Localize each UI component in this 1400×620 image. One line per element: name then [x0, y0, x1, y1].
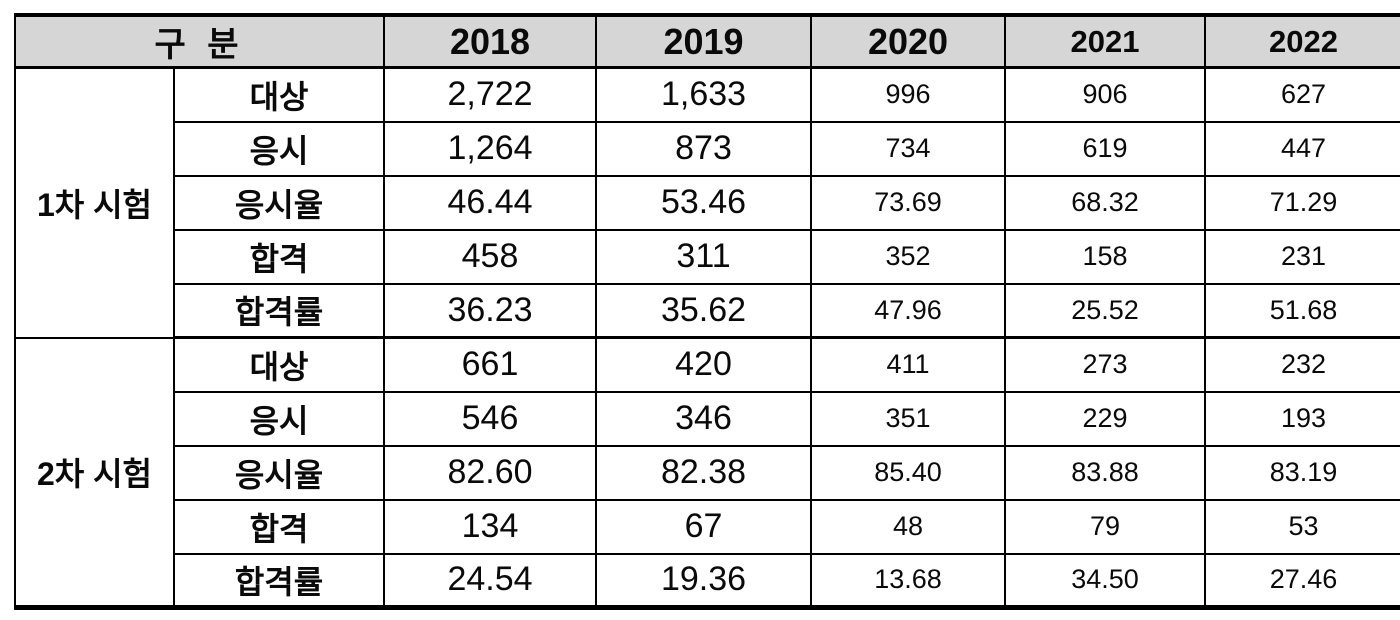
header-row: 구 분 2018 2019 2020 2021 2022: [13, 15, 1400, 69]
data-cell: 48: [810, 499, 1006, 555]
data-cell: 35.62: [595, 283, 812, 339]
table-row: 합격률 24.54 19.36 13.68 34.50 27.46: [15, 553, 1400, 609]
row-label: 응시율: [172, 175, 385, 231]
row-label: 합격: [172, 229, 385, 285]
header-year-2020: 2020: [810, 15, 1006, 69]
header-year-2018: 2018: [383, 15, 597, 69]
data-cell: 34.50: [1004, 553, 1206, 609]
data-cell: 311: [595, 229, 812, 285]
table-row: 합격 458 311 352 158 231: [15, 229, 1400, 285]
data-cell: 273: [1004, 337, 1206, 393]
data-cell: 346: [595, 391, 812, 447]
data-cell: 411: [810, 337, 1006, 393]
data-cell: 229: [1004, 391, 1206, 447]
data-cell: 1,633: [595, 67, 812, 123]
row-label: 응시: [172, 121, 385, 177]
data-cell: 85.40: [810, 445, 1006, 501]
table-row: 1차 시험 대상 2,722 1,633 996 906 627: [14, 67, 1400, 339]
header-year-2019: 2019: [595, 15, 812, 69]
data-cell: 83.19: [1204, 445, 1400, 501]
data-cell: 83.88: [1004, 445, 1206, 501]
data-cell: 82.60: [383, 445, 597, 501]
data-cell: 13.68: [810, 553, 1006, 609]
data-cell: 82.38: [595, 445, 812, 501]
group-label-first-exam: 1차 시험: [14, 67, 174, 339]
data-cell: 134: [383, 499, 597, 555]
data-cell: 1,264: [383, 121, 597, 177]
row-label: 응시율: [172, 445, 385, 501]
data-cell: 19.36: [595, 553, 812, 609]
data-cell: 71.29: [1204, 175, 1400, 231]
exam-statistics-table: 구 분 2018 2019 2020 2021 2022 1차 시험 대상 2,…: [13, 13, 1400, 610]
data-cell: 53: [1204, 499, 1400, 555]
data-cell: 420: [595, 337, 812, 393]
data-cell: 619: [1004, 121, 1206, 177]
row-label: 합격률: [172, 283, 385, 339]
data-cell: 352: [810, 229, 1006, 285]
data-cell: 73.69: [810, 175, 1006, 231]
data-cell: 447: [1204, 121, 1400, 177]
header-year-2022: 2022: [1204, 15, 1400, 69]
data-cell: 906: [1004, 67, 1206, 123]
table-row: 응시 546 346 351 229 193: [15, 391, 1400, 447]
row-label: 대상: [172, 67, 385, 123]
table-row: 2차 시험 대상 661 420 411 273 232: [14, 337, 1400, 609]
data-cell: 232: [1204, 337, 1400, 393]
data-cell: 47.96: [810, 283, 1006, 339]
table-row: 응시율 82.60 82.38 85.40 83.88 83.19: [15, 445, 1400, 501]
data-cell: 734: [810, 121, 1006, 177]
group-label-second-exam: 2차 시험: [14, 337, 174, 609]
data-cell: 79: [1004, 499, 1206, 555]
table-row: 응시율 46.44 53.46 73.69 68.32 71.29: [15, 175, 1400, 231]
row-label: 합격: [172, 499, 385, 555]
data-cell: 68.32: [1004, 175, 1206, 231]
data-cell: 53.46: [595, 175, 812, 231]
row-label: 응시: [172, 391, 385, 447]
table-row: 응시 1,264 873 734 619 447: [15, 121, 1400, 177]
data-cell: 67: [595, 499, 812, 555]
data-cell: 458: [383, 229, 597, 285]
data-cell: 158: [1004, 229, 1206, 285]
data-cell: 627: [1204, 67, 1400, 123]
data-cell: 46.44: [383, 175, 597, 231]
data-cell: 996: [810, 67, 1006, 123]
table-row: 합격 134 67 48 79 53: [15, 499, 1400, 555]
row-label: 합격률: [172, 553, 385, 609]
row-label: 대상: [172, 337, 385, 393]
data-cell: 24.54: [383, 553, 597, 609]
data-cell: 661: [383, 337, 597, 393]
data-cell: 231: [1204, 229, 1400, 285]
header-gubun: 구 분: [13, 15, 385, 69]
data-cell: 351: [810, 391, 1006, 447]
table-row: 합격률 36.23 35.62 47.96 25.52 51.68: [15, 283, 1400, 339]
data-cell: 51.68: [1204, 283, 1400, 339]
data-cell: 873: [595, 121, 812, 177]
data-cell: 2,722: [383, 67, 597, 123]
data-cell: 546: [383, 391, 597, 447]
data-cell: 36.23: [383, 283, 597, 339]
data-cell: 25.52: [1004, 283, 1206, 339]
header-year-2021: 2021: [1004, 15, 1206, 69]
data-cell: 193: [1204, 391, 1400, 447]
data-cell: 27.46: [1204, 553, 1400, 609]
